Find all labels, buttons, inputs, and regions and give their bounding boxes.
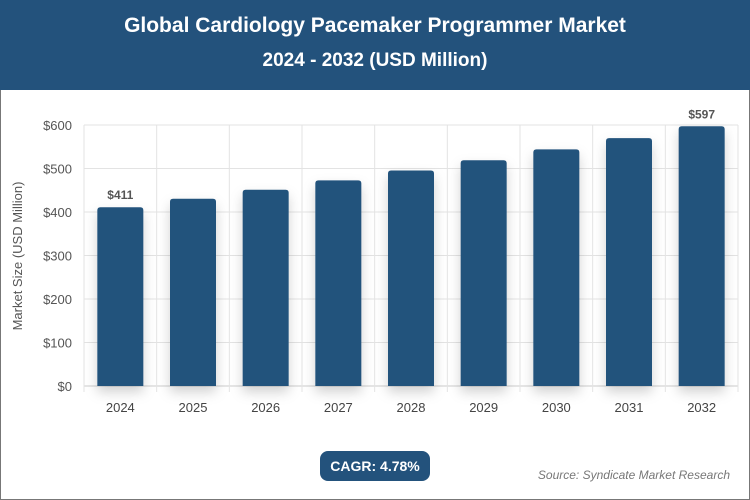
bar — [533, 149, 580, 386]
x-tick-label: 2029 — [469, 400, 498, 415]
x-tick-label: 2027 — [324, 400, 353, 415]
y-tick-label: $100 — [43, 336, 72, 351]
x-tick-label: 2026 — [251, 400, 280, 415]
x-tick-label: 2032 — [687, 400, 716, 415]
data-label: $597 — [688, 107, 715, 121]
chart-title: Global Cardiology Pacemaker Programmer M… — [124, 14, 626, 37]
bar — [388, 170, 434, 386]
y-tick-label: $300 — [43, 249, 72, 264]
chart-subtitle: 2024 - 2032 (USD Million) — [262, 50, 488, 71]
bar — [170, 198, 216, 386]
y-tick-label: $0 — [58, 379, 72, 394]
bar — [315, 180, 362, 386]
y-tick-label: $400 — [43, 205, 72, 220]
x-tick-label: 2031 — [615, 400, 644, 415]
source-note: Source: Syndicate Market Research — [537, 468, 730, 482]
bar — [97, 207, 144, 386]
x-tick-label: 2030 — [542, 400, 571, 415]
x-tick-label: 2028 — [397, 400, 426, 415]
data-label: $411 — [107, 188, 133, 202]
x-tick-label: 2025 — [179, 400, 208, 415]
chart-header: Global Cardiology Pacemaker Programmer M… — [0, 0, 750, 90]
bar — [242, 189, 289, 386]
x-tick-label: 2024 — [106, 400, 135, 415]
cagr-badge: CAGR: 4.78% — [320, 451, 430, 481]
y-tick-label: $500 — [43, 162, 72, 177]
y-axis-label: Market Size (USD Million) — [10, 182, 25, 331]
bar — [678, 126, 725, 387]
y-tick-label: $200 — [43, 292, 72, 307]
bar — [460, 160, 507, 386]
y-tick-label: $600 — [43, 118, 72, 133]
bar — [606, 138, 652, 386]
